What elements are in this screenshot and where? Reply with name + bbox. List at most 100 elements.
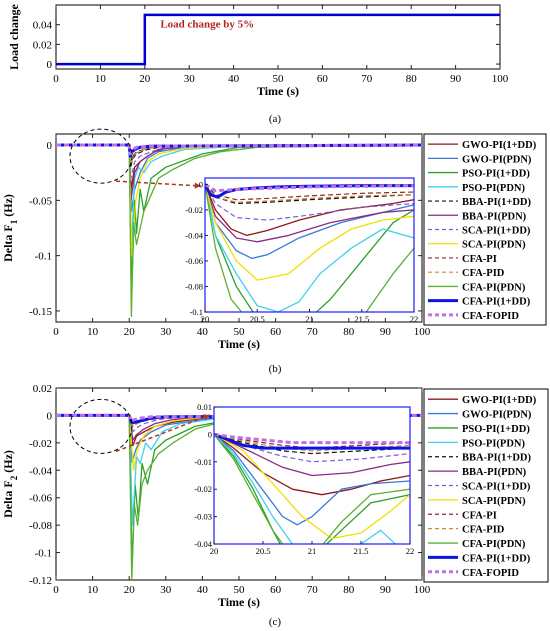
legend-entry-label: CFA-PID: [462, 268, 505, 279]
x-tick-label: 100: [492, 73, 509, 85]
panel-caption: (b): [269, 363, 282, 375]
legend-entry-label: CFA-PI: [462, 510, 497, 521]
legend-b: GWO-PI(1+DD) GWO-PI(PDN) PSO-PI(1+DD) PSO-P…: [423, 133, 547, 326]
y-axis-label-unit: (Hz): [1, 450, 15, 476]
legend-entry-label: BBA-PI(PDN): [462, 467, 527, 478]
y-tick-label: 0.02: [33, 39, 52, 51]
y-tick-label: 0: [47, 59, 53, 71]
zoom-arrow-line: [115, 180, 202, 187]
panel-caption: (c): [269, 616, 282, 628]
y-tick-label: -0.15: [29, 306, 52, 318]
legend-entry-label: CFA-PI(PDN): [462, 282, 526, 293]
x-tick-label: 40: [197, 326, 209, 338]
inset-b: 20 20.5 21 21.5 22 0 -0.02 -0.04 -0.06 -0.08 -0.1: [185, 177, 419, 324]
x-tick-label: 70: [361, 73, 373, 85]
legend-entry-label: SCA-PI(1+DD): [462, 482, 531, 493]
legend-entry-label: CFA-PI(1+DD): [462, 297, 531, 308]
x-tick-label: 90: [380, 326, 392, 338]
inset-x-tick-label: 21: [305, 314, 314, 324]
inset-y-tick-label: -0.06: [185, 256, 203, 266]
inset-y-tick-label: -0.1: [190, 307, 203, 317]
legend-entry-label: CFA-FOPID: [462, 311, 519, 322]
x-tick-label: 60: [270, 584, 282, 596]
inset-y-tick-label: -0.03: [194, 512, 212, 522]
legend-entry-label: GWO-PI(1+DD): [462, 395, 537, 406]
y-tick-label: -0.12: [29, 575, 52, 587]
legend-entry-label: PSO-PI(1+DD): [462, 169, 530, 180]
legend-entry-label: BBA-PI(1+DD): [462, 453, 531, 464]
inset-x-tick-label: 22: [410, 314, 419, 324]
y-tick-label: 0.04: [33, 20, 53, 32]
y-axis-label: Delta F1 (Hz): [1, 194, 19, 262]
x-tick-label: 100: [414, 584, 431, 596]
inset-y-tick-label: -0.02: [194, 484, 212, 494]
inset-y-tick-label: -0.08: [185, 281, 203, 291]
y-axis-label: Delta F2 (Hz): [1, 450, 19, 518]
inset-y-tick-label: -0.04: [185, 230, 203, 240]
legend-entry-label: SCA-PI(PDN): [462, 240, 526, 251]
legend-entry-label: PSO-PI(1+DD): [462, 424, 530, 435]
y-tick-label: -0.02: [29, 438, 52, 450]
x-axis-label: Time (s): [218, 595, 260, 609]
legend-entry-label: GWO-PI(PDN): [462, 410, 532, 421]
legend-entry-label: GWO-PI(PDN): [462, 154, 532, 165]
y-tick-label: -0.05: [29, 195, 52, 207]
y-axis-label-subscript: 2: [9, 475, 19, 480]
x-tick-label: 60: [317, 73, 329, 85]
y-axis-label-subscript: 1: [9, 219, 19, 224]
y-axis-label-main: Delta F: [1, 224, 15, 262]
zoom-arrow-head: [194, 182, 201, 189]
inset-series-line-2: [214, 433, 410, 526]
zoom-region-circle: [69, 398, 133, 454]
inset-series-line-13: [205, 183, 414, 193]
x-tick-label: 40: [197, 584, 209, 596]
inset-x-tick-label: 20.5: [250, 314, 265, 324]
x-tick-label: 70: [307, 584, 319, 596]
x-tick-label: 40: [228, 73, 240, 85]
y-axis-label-unit: (Hz): [1, 194, 15, 220]
inset-series-line-8: [205, 184, 414, 281]
inset-y-tick-label: 0: [208, 429, 212, 439]
y-tick-label: 0: [47, 410, 53, 422]
legend-entry-label: PSO-PI(PDN): [462, 438, 525, 449]
x-tick-label: 10: [95, 73, 107, 85]
y-tick-label: -0.08: [29, 520, 52, 532]
x-tick-label: 0: [53, 73, 59, 85]
legend-entry-label: CFA-PI(1+DD): [462, 553, 531, 564]
inset-x-tick-label: 21.5: [354, 314, 369, 324]
inset-series-line-1: [214, 433, 410, 496]
inset-series-line-8: [214, 433, 410, 540]
x-tick-label: 50: [234, 584, 246, 596]
x-tick-label: 50: [234, 326, 246, 338]
y-tick-label: -0.06: [29, 493, 52, 505]
inset-series-line-6: [214, 433, 410, 477]
inset-x-tick-label: 20: [210, 546, 219, 556]
x-tick-label: 70: [307, 326, 319, 338]
y-tick-label: -0.1: [35, 548, 52, 560]
x-tick-label: 10: [87, 326, 99, 338]
inset-series-line-12: [214, 432, 410, 450]
inset-series-line-1: [205, 184, 414, 237]
x-tick-label: 50: [273, 73, 285, 85]
x-axis-label: Time (s): [218, 337, 260, 351]
load-change-annotation: Load change by 5%: [160, 19, 254, 31]
panel-caption: (a): [269, 113, 282, 125]
x-tick-label: 10: [87, 584, 99, 596]
x-tick-label: 30: [160, 326, 172, 338]
inset-series-line-6: [205, 184, 414, 243]
y-axis-label-main: Delta F: [1, 480, 15, 518]
panel-c: 0 10 20 30 40 50 60 70 80 90 1000.020-0.02-0.04-0.…: [1, 383, 431, 628]
inset-series-line-9: [205, 183, 414, 201]
inset-series-line-11: [205, 184, 414, 312]
main-series-line-7: [56, 144, 422, 179]
x-tick-label: 20: [139, 73, 151, 85]
legend-entry-label: BBA-PI(PDN): [462, 211, 527, 222]
x-tick-label: 80: [406, 73, 418, 85]
x-tick-label: 0: [53, 326, 59, 338]
inset-x-tick-label: 22: [406, 546, 415, 556]
inset-series-line-3: [205, 184, 414, 312]
x-tick-label: 80: [343, 584, 355, 596]
panel-a: 0 10 20 30 40 50 60 70 80 90 100 0 0.02 0.04 Time (s) L…: [7, 3, 509, 125]
legend-entry-label: CFA-PI: [462, 254, 497, 265]
